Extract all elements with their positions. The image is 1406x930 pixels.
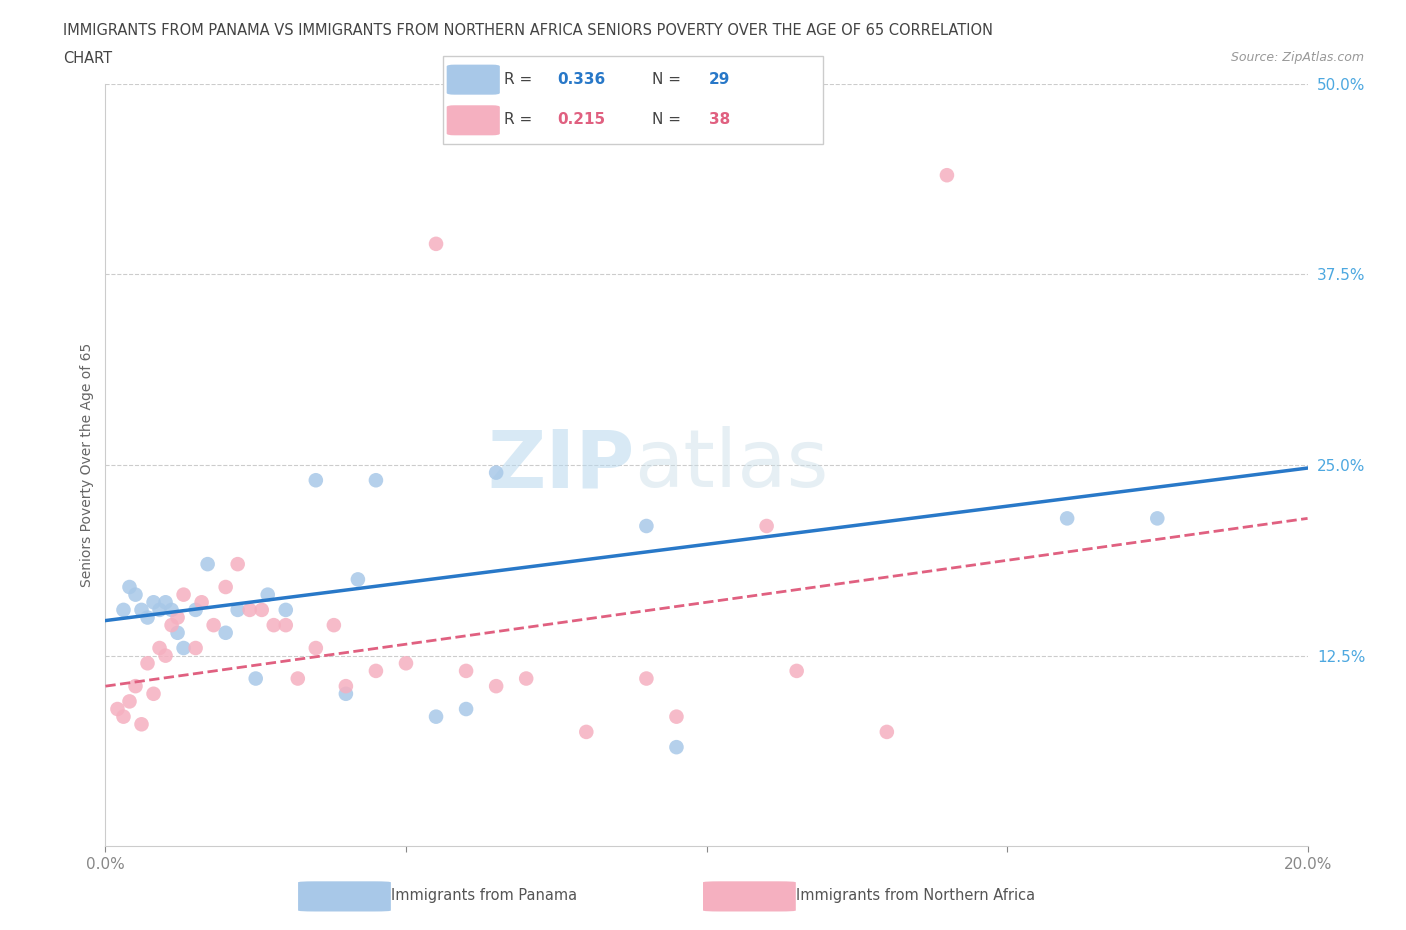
Point	[347, 572, 370, 587]
Text: R =: R =	[503, 113, 537, 127]
Text: Immigrants from Panama: Immigrants from Panama	[391, 887, 576, 903]
Point	[322, 618, 344, 632]
Point	[107, 701, 129, 716]
Point	[786, 663, 808, 678]
Point	[485, 679, 508, 694]
Point	[214, 579, 236, 594]
FancyBboxPatch shape	[447, 65, 501, 95]
Point	[665, 710, 688, 724]
Point	[515, 671, 537, 686]
Point	[364, 663, 387, 678]
Point	[239, 603, 262, 618]
Point	[173, 587, 195, 602]
Point	[112, 710, 135, 724]
Point	[256, 587, 278, 602]
Y-axis label: Seniors Poverty Over the Age of 65: Seniors Poverty Over the Age of 65	[80, 343, 94, 587]
Point	[1146, 511, 1168, 525]
Point	[936, 167, 959, 182]
Text: 38: 38	[709, 113, 730, 127]
Point	[184, 603, 207, 618]
Text: N =: N =	[652, 113, 686, 127]
Point	[575, 724, 598, 739]
Point	[148, 603, 170, 618]
FancyBboxPatch shape	[447, 105, 501, 136]
Point	[876, 724, 898, 739]
Point	[454, 701, 477, 716]
Text: IMMIGRANTS FROM PANAMA VS IMMIGRANTS FROM NORTHERN AFRICA SENIORS POVERTY OVER T: IMMIGRANTS FROM PANAMA VS IMMIGRANTS FRO…	[63, 23, 993, 38]
Text: CHART: CHART	[63, 51, 112, 66]
Point	[1056, 511, 1078, 525]
Point	[263, 618, 285, 632]
Point	[636, 519, 658, 534]
Point	[142, 686, 165, 701]
Point	[160, 618, 183, 632]
Point	[118, 579, 141, 594]
Point	[395, 656, 418, 671]
Point	[665, 739, 688, 754]
Point	[274, 603, 297, 618]
Point	[142, 595, 165, 610]
Point	[454, 663, 477, 678]
Point	[335, 686, 357, 701]
Point	[155, 595, 177, 610]
Point	[124, 679, 146, 694]
Point	[305, 641, 328, 656]
Point	[245, 671, 267, 686]
Point	[131, 717, 153, 732]
Point	[136, 610, 159, 625]
Point	[118, 694, 141, 709]
Text: atlas: atlas	[634, 426, 828, 504]
Point	[226, 557, 249, 572]
Point	[287, 671, 309, 686]
Point	[136, 656, 159, 671]
Text: N =: N =	[652, 72, 686, 86]
Point	[197, 557, 219, 572]
Point	[160, 603, 183, 618]
Point	[364, 472, 387, 487]
Point	[202, 618, 225, 632]
Text: Source: ZipAtlas.com: Source: ZipAtlas.com	[1230, 51, 1364, 64]
Point	[755, 519, 778, 534]
Point	[155, 648, 177, 663]
Point	[274, 618, 297, 632]
Point	[305, 472, 328, 487]
Point	[335, 679, 357, 694]
Point	[166, 610, 188, 625]
Point	[112, 603, 135, 618]
Point	[190, 595, 212, 610]
Point	[173, 641, 195, 656]
Text: ZIP: ZIP	[486, 426, 634, 504]
FancyBboxPatch shape	[703, 882, 796, 911]
Point	[425, 710, 447, 724]
FancyBboxPatch shape	[298, 882, 391, 911]
Text: R =: R =	[503, 72, 537, 86]
Point	[425, 236, 447, 251]
Point	[184, 641, 207, 656]
Point	[166, 625, 188, 640]
Point	[226, 603, 249, 618]
Text: 0.215: 0.215	[557, 113, 605, 127]
Point	[148, 641, 170, 656]
Text: 0.336: 0.336	[557, 72, 605, 86]
Point	[485, 465, 508, 480]
Text: Immigrants from Northern Africa: Immigrants from Northern Africa	[796, 887, 1035, 903]
Point	[636, 671, 658, 686]
Point	[214, 625, 236, 640]
Point	[250, 603, 273, 618]
Text: 29: 29	[709, 72, 730, 86]
Point	[124, 587, 146, 602]
Point	[131, 603, 153, 618]
